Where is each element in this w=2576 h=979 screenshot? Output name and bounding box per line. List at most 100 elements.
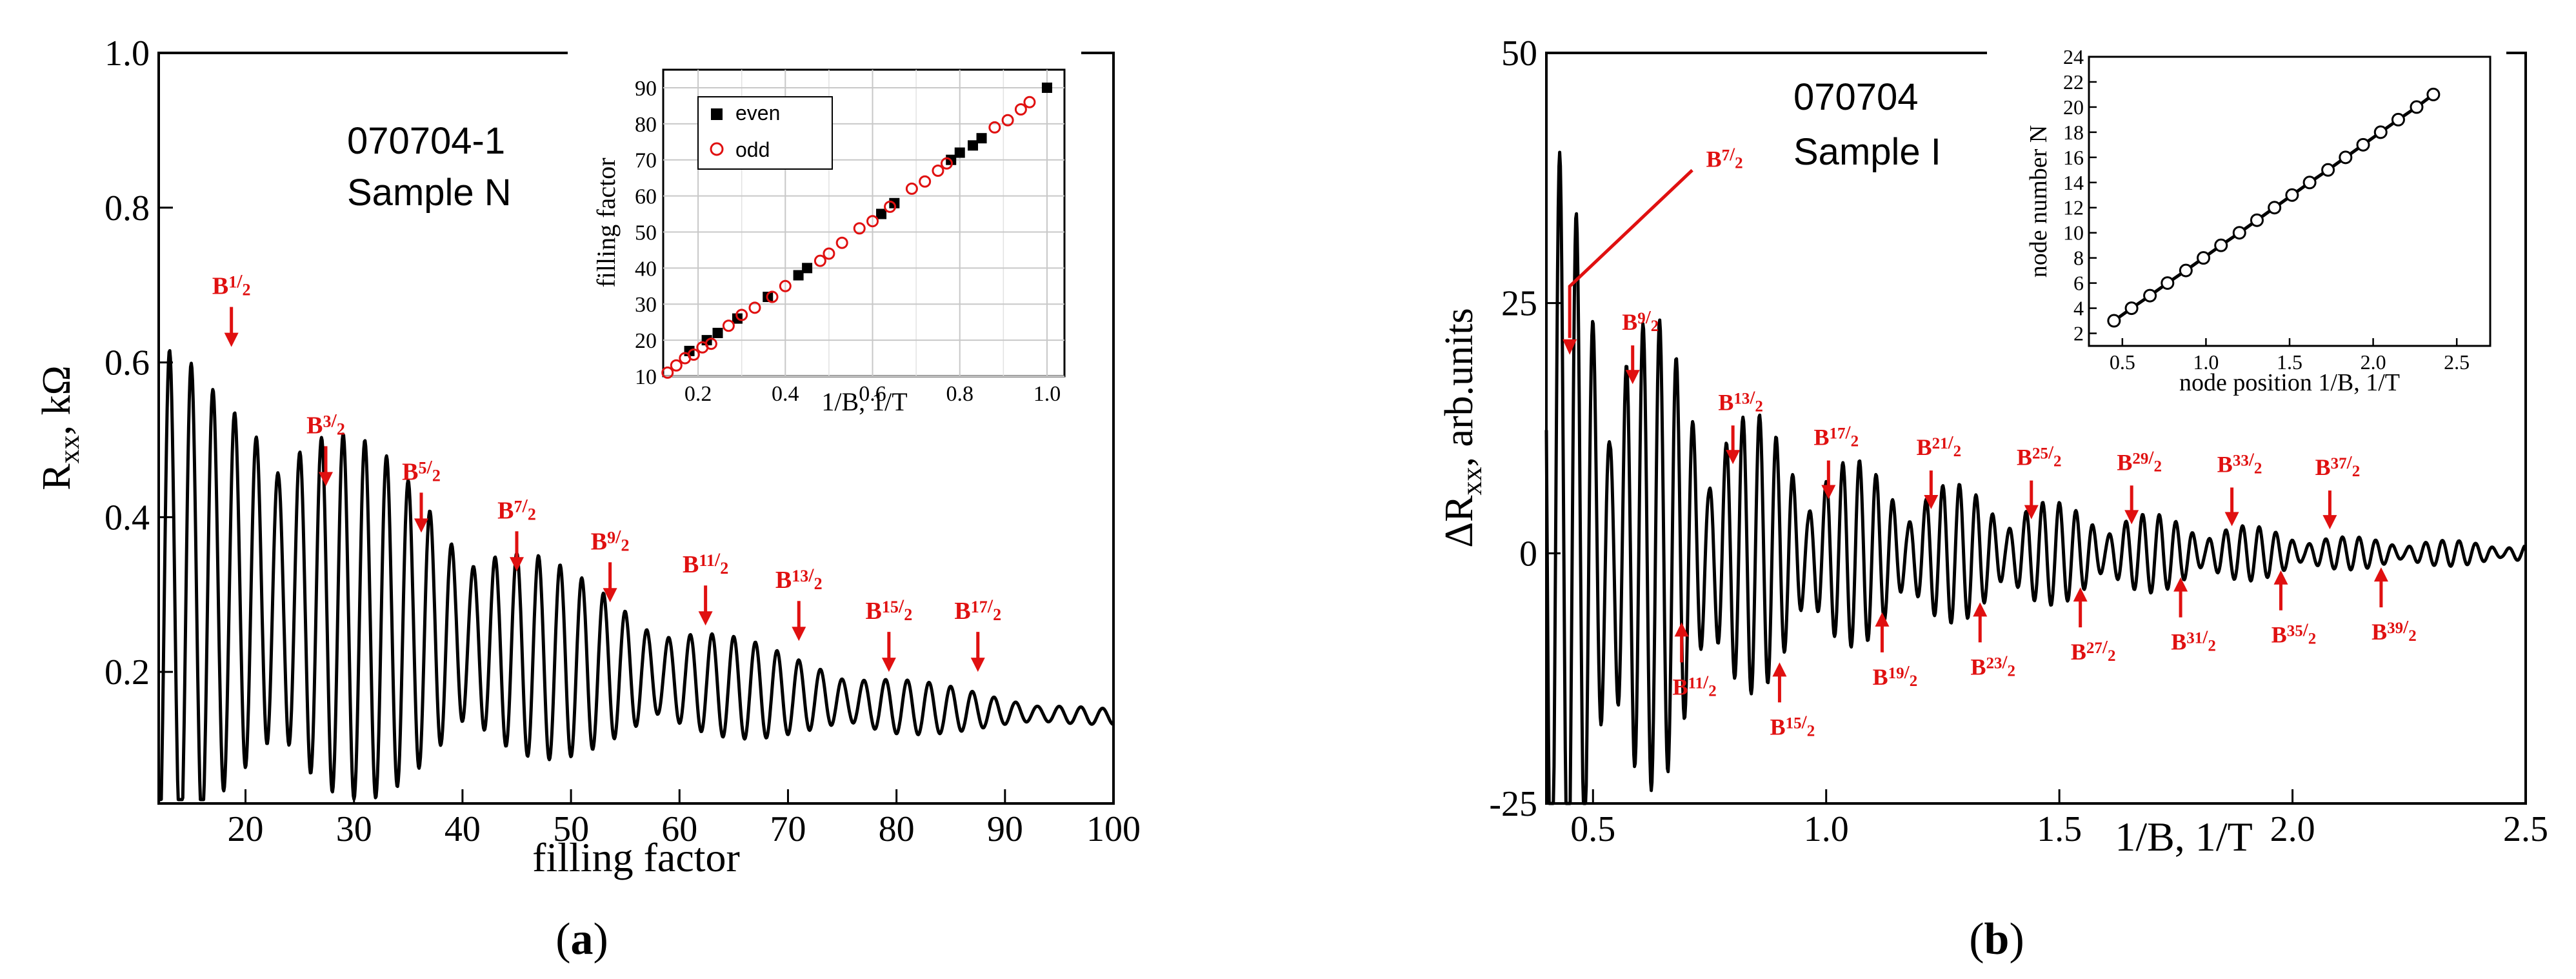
panel-b-annotation-1: 070704: [1793, 76, 1919, 118]
marker-den: 2: [621, 536, 629, 554]
marker-den: 2: [2254, 459, 2262, 477]
panel-a-inset-point-even: [793, 270, 804, 281]
panel-a-inset-xtick-label: 0.4: [772, 382, 799, 406]
panel-b-inset-point: [2214, 238, 2228, 252]
panel-b-ytick-label: 0: [1519, 534, 1537, 574]
panel-a-inset-point-odd: [1023, 96, 1036, 108]
marker-slash: /: [2402, 617, 2409, 638]
panel-a-inset-point-odd: [884, 200, 897, 213]
panel-b-inset-ytick-label: 12: [2063, 196, 2084, 219]
marker-slash: /: [236, 271, 243, 292]
panel-b-marker-arrowhead: [1625, 370, 1640, 385]
panel-a-marker-label: B11/2: [683, 549, 728, 578]
panel-b-annotation-2: Sample I: [1793, 131, 1941, 173]
marker-slash: /: [1845, 423, 1852, 443]
panel-b-marker-label: B7/2: [1706, 145, 1743, 172]
panel-b-inset-ytick-label: 2: [2073, 322, 2084, 345]
panel-b-inset-xtick-label: 2.0: [2361, 350, 2386, 374]
panel-a-ylabel-sub: xx: [54, 435, 85, 463]
panel-a-marker-label: B3/2: [306, 410, 345, 439]
marker-b: B: [497, 497, 514, 524]
marker-num: 11: [699, 551, 715, 570]
panel-a-caption: (a): [555, 914, 608, 964]
marker-b: B: [212, 273, 228, 300]
panel-a-inset-xtick-label: 1.0: [1033, 382, 1061, 406]
marker-slash: /: [808, 565, 814, 586]
marker-num: 13: [1733, 390, 1750, 407]
marker-den: 2: [2153, 458, 2162, 475]
panel-a-inset-point-odd: [940, 157, 953, 170]
marker-den: 2: [904, 605, 912, 624]
legend-odd-label: odd: [735, 138, 770, 161]
panel-a-ylabel-main: R: [35, 463, 79, 490]
marker-slash: /: [2048, 443, 2054, 463]
marker-b: B: [683, 551, 699, 578]
marker-slash: /: [714, 549, 721, 570]
panel-b-inset-ytick-label: 4: [2073, 297, 2084, 320]
panel-a-inset-point-even: [976, 133, 987, 144]
panel-b-inset-point: [2107, 314, 2121, 328]
panel-a-marker-arrowhead: [603, 588, 617, 603]
panel-b-marker-label: B19/2: [1873, 662, 1918, 690]
panel-a-inset-point-even: [1041, 82, 1052, 93]
panel-a-inset-grid: 0.2 0.4 0.6 0.8 1.0 10 20 30 40 50 60 70 80 90: [635, 70, 1064, 406]
marker-num: 17: [971, 598, 988, 616]
panel-b-inset-ytick-label: 14: [2063, 171, 2084, 194]
marker-slash: /: [987, 596, 993, 617]
panel-b-ytick-label: 25: [1501, 284, 1537, 324]
panel-a-xtick-label: 50: [553, 809, 589, 849]
panel-b-marker-arrowhead: [1772, 662, 1787, 677]
panel-a-ytick-label: 0.8: [105, 188, 150, 228]
panel-a-annotation-1: 070704-1: [347, 120, 505, 162]
marker-num: 21: [1932, 435, 1948, 452]
marker-b: B: [2217, 451, 2233, 477]
panel-a-inset-xtick-label: 0.8: [946, 382, 973, 406]
marker-num: 27: [2086, 640, 2102, 657]
marker-slash: /: [898, 596, 904, 617]
panel-a-marker-label: B15/2: [866, 596, 913, 625]
panel-b-marker-label: B11/2: [1673, 672, 1717, 700]
panel-b-inset-ytick-label: 6: [2073, 272, 2084, 295]
marker-b: B: [2315, 454, 2331, 480]
marker-den: 2: [337, 419, 345, 438]
panel-b-inset-point: [2373, 125, 2388, 139]
panel-a-marker-arrowhead: [881, 658, 896, 672]
marker-den: 2: [432, 466, 441, 485]
panel-b-caption-letter: b: [1984, 914, 2010, 964]
panel-b-marker-label: B35/2: [2271, 620, 2317, 648]
panel-b-xlabel: 1/B, 1/T: [2115, 814, 2252, 860]
panel-b-ylabel-main: ΔR: [1437, 495, 1481, 548]
panel-b-drxx-curve: [1544, 150, 2526, 805]
marker-den: 2: [1708, 682, 1717, 700]
marker-den: 2: [1735, 155, 1743, 172]
panel-b-marker-label: B33/2: [2217, 449, 2262, 477]
panel-a-rxx-curve: [157, 348, 1114, 802]
marker-b: B: [1770, 714, 1786, 740]
panel-b-marker-arrowhead: [2224, 512, 2239, 527]
panel-a-inset-point-odd: [735, 308, 748, 321]
panel-a-xlabel: filling factor: [532, 834, 740, 880]
panel-a-inset-xtick-label: 0.2: [684, 382, 712, 406]
marker-slash: /: [1702, 672, 1709, 692]
marker-num: 19: [1888, 665, 1904, 682]
marker-b: B: [954, 598, 970, 625]
panel-a-marker-arrowhead: [414, 518, 428, 533]
panel-a-xtick-label: 90: [987, 809, 1023, 849]
panel-b-marker-arrowhead: [1924, 495, 1939, 510]
panel-a-inset-point-odd: [905, 182, 918, 195]
panel-a-caption-letter: a: [571, 914, 594, 964]
panel-b-caption: (b): [1969, 914, 2024, 964]
panel-b-xtick-label: 0.5: [1570, 809, 1615, 849]
panel-a-inset-point-odd: [814, 254, 826, 267]
marker-den: 2: [2108, 647, 2116, 665]
panel-a-marker-arrowhead: [970, 658, 985, 672]
marker-den: 2: [2308, 631, 2317, 648]
marker-num: 9: [1637, 310, 1646, 327]
marker-b: B: [1873, 664, 1888, 690]
panel-a-xtick-label: 100: [1086, 809, 1141, 849]
panel-b-inset-ytick-label: 20: [2063, 96, 2084, 119]
panel-b-xtick-label: 1.0: [1804, 809, 1849, 849]
